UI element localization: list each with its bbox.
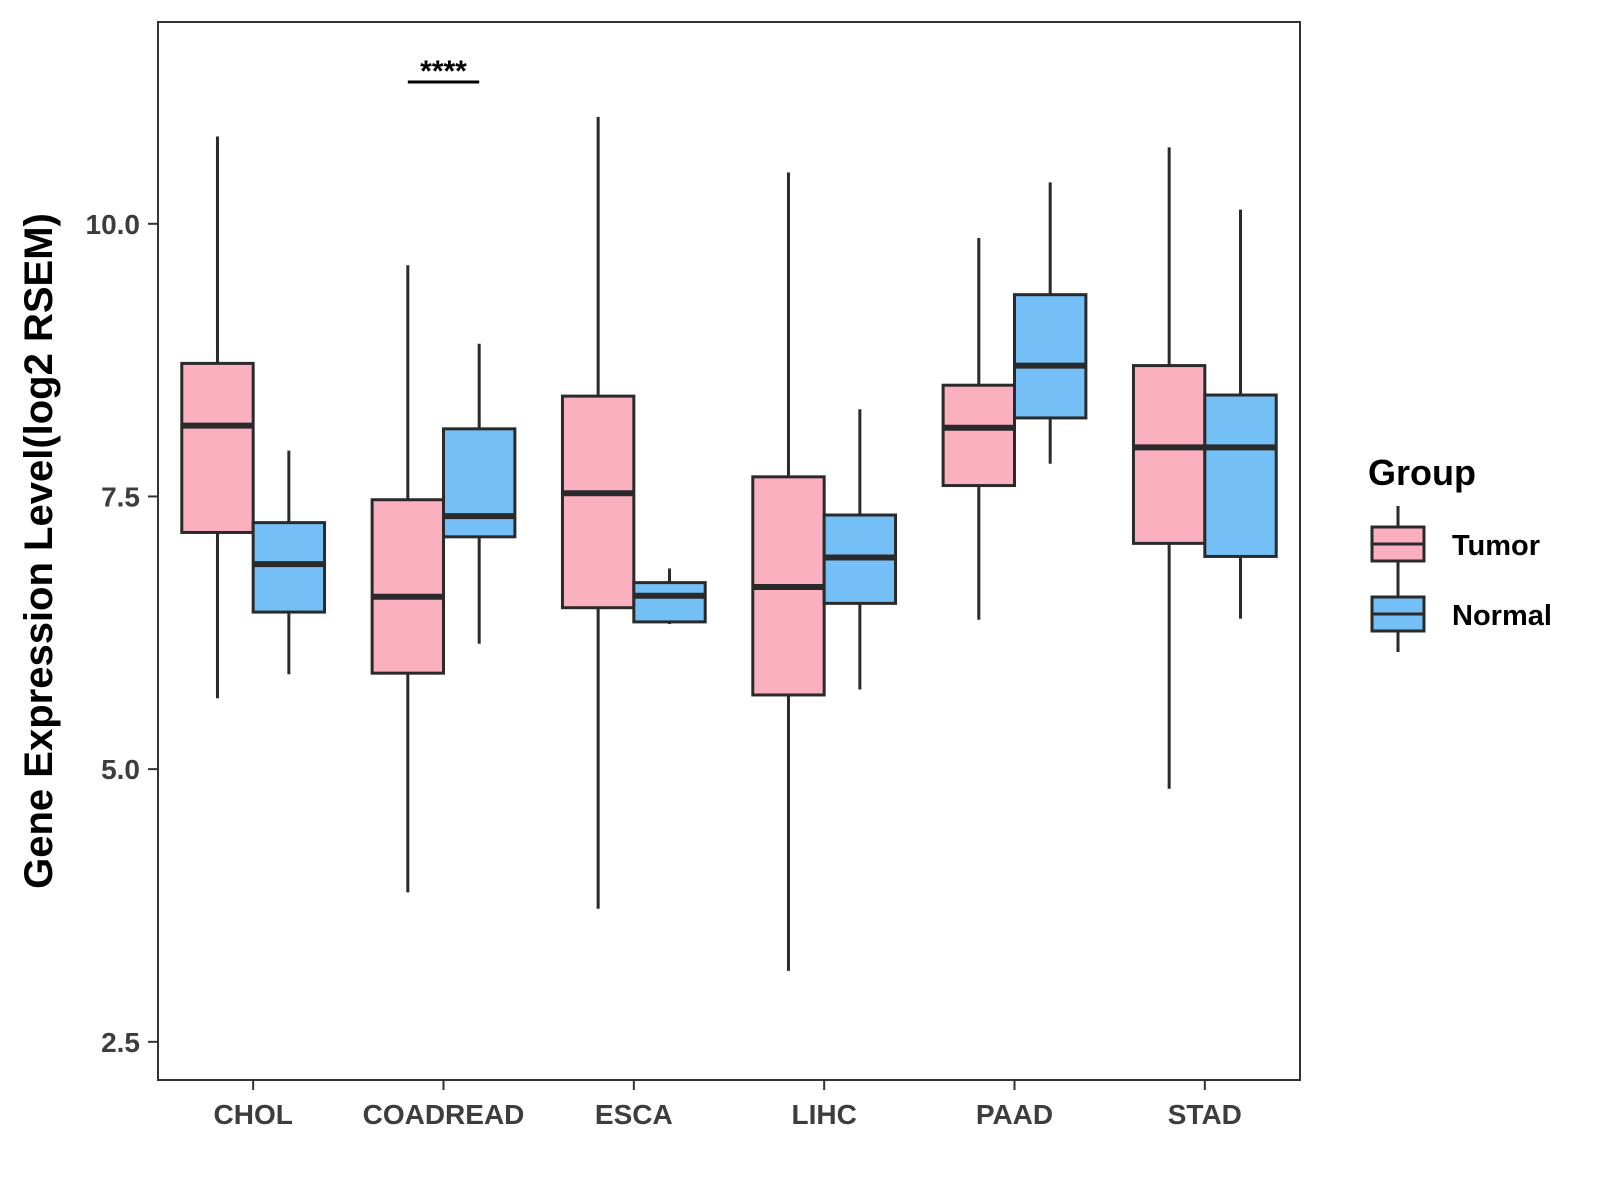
iqr-box <box>1131 364 1207 545</box>
box-groups <box>180 116 1278 971</box>
legend-label: Tumor <box>1452 530 1540 562</box>
plot-panel-border <box>157 21 1301 1081</box>
x-tick-label: CHOL <box>214 1099 293 1130</box>
box-normal-esca <box>632 568 707 625</box>
x-tick-label: STAD <box>1168 1099 1242 1130</box>
iqr-box <box>442 427 517 539</box>
significance-label: **** <box>420 55 467 88</box>
y-tick-label: 7.5 <box>101 481 140 512</box>
y-axis-label: Gene Expression Level(log2 RSEM) <box>17 213 61 889</box>
iqr-box <box>560 394 636 610</box>
iqr-box <box>1013 293 1088 420</box>
box-tumor-lihc <box>751 172 826 971</box>
legend: Group Tumor Normal <box>1368 452 1552 652</box>
y-axis: 2.5 5.0 7.5 10.0 <box>86 209 158 1058</box>
x-tick-label: PAAD <box>976 1099 1053 1130</box>
iqr-box <box>941 383 1016 488</box>
iqr-box <box>180 361 255 534</box>
iqr-box <box>632 581 707 624</box>
x-tick-label: COADREAD <box>363 1099 525 1130</box>
box-normal-lihc <box>822 409 898 690</box>
legend-label: Normal <box>1452 600 1552 632</box>
y-tick-label: 5.0 <box>101 754 140 785</box>
box-normal-stad <box>1203 209 1278 619</box>
y-tick-label: 10.0 <box>86 209 141 240</box>
box-normal-coadread <box>442 343 517 644</box>
iqr-box <box>1203 393 1278 558</box>
box-tumor-coadread <box>370 265 445 893</box>
significance-annotations: **** <box>407 55 480 88</box>
box-tumor-paad <box>941 237 1016 620</box>
x-tick-label: ESCA <box>595 1099 673 1130</box>
box-normal-paad <box>1013 182 1088 464</box>
y-tick-label: 2.5 <box>101 1027 140 1058</box>
x-tick-label: LIHC <box>792 1099 857 1130</box>
box-normal-chol <box>251 450 327 675</box>
legend-key-tumor <box>1370 506 1426 582</box>
box-tumor-esca <box>560 116 636 909</box>
box-tumor-chol <box>180 136 255 699</box>
legend-key-normal <box>1370 576 1426 652</box>
legend-title: Group <box>1368 452 1476 493</box>
iqr-box <box>370 498 445 675</box>
iqr-box <box>251 521 327 614</box>
x-axis: CHOL COADREAD ESCA LIHC PAAD STAD <box>214 1080 1242 1130</box>
